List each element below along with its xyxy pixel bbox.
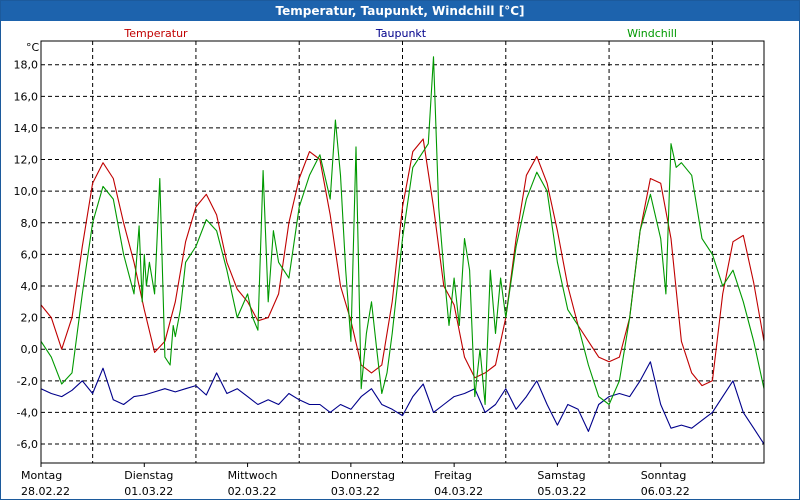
- y-tick-label: 12,0: [14, 154, 39, 167]
- y-tick-label: 18,0: [14, 59, 39, 72]
- x-tick-weekday: Montag: [21, 469, 62, 482]
- x-tick-date: 02.03.22: [228, 485, 277, 498]
- series-lines: [40, 56, 765, 445]
- x-tick-weekday: Dienstag: [124, 469, 173, 482]
- y-tick-label: 10,0: [14, 185, 39, 198]
- x-tick-date: 06.03.22: [641, 485, 690, 498]
- y-tick-label: 2,0: [21, 312, 39, 325]
- legend-taupunkt: Taupunkt: [375, 27, 427, 40]
- y-axis-ticks: -6,0 -4,0 -2,0 0,0 2,0 4,0 6,0 8,0 10,0 12,0 14,0 1…: [14, 59, 39, 451]
- x-axis-ticks: Montag 28.02.22 Dienstag 01.03.22 Mittwoch 02…: [21, 463, 690, 498]
- y-axis-unit: °C: [26, 41, 40, 54]
- x-tick-weekday: Samstag: [537, 469, 585, 482]
- y-tick-label: -6,0: [17, 438, 38, 451]
- series-line-temperatur: [40, 138, 765, 387]
- x-tick-date: 04.03.22: [434, 485, 483, 498]
- chart-canvas: -6,0 -4,0 -2,0 0,0 2,0 4,0 6,0 8,0 10,0 12,0 14,0 1…: [14, 27, 765, 498]
- grid: [41, 41, 764, 463]
- x-tick-date: 28.02.22: [21, 485, 70, 498]
- x-tick-weekday: Sonntag: [641, 469, 687, 482]
- legend-windchill: Windchill: [627, 27, 677, 40]
- y-tick-label: 16,0: [14, 90, 39, 103]
- y-tick-label: 4,0: [21, 280, 39, 293]
- x-tick-date: 03.03.22: [331, 485, 380, 498]
- y-tick-label: -2,0: [17, 375, 38, 388]
- y-tick-label: 6,0: [21, 248, 39, 261]
- y-tick-label: 14,0: [14, 122, 39, 135]
- y-tick-label: 0,0: [21, 343, 39, 356]
- y-tick-label: 8,0: [21, 217, 39, 230]
- series-line-windchill: [40, 56, 765, 406]
- x-tick-weekday: Freitag: [434, 469, 472, 482]
- legend-temperatur: Temperatur: [123, 27, 188, 40]
- x-tick-date: 05.03.22: [537, 485, 586, 498]
- x-tick-date: 01.03.22: [124, 485, 173, 498]
- x-tick-weekday: Donnerstag: [331, 469, 395, 482]
- chart-title: Temperatur, Taupunkt, Windchill [°C]: [1, 1, 799, 21]
- plot-border: [40, 40, 765, 464]
- series-line-taupunkt: [40, 361, 765, 445]
- y-tick-label: -4,0: [17, 406, 38, 419]
- x-tick-weekday: Mittwoch: [228, 469, 278, 482]
